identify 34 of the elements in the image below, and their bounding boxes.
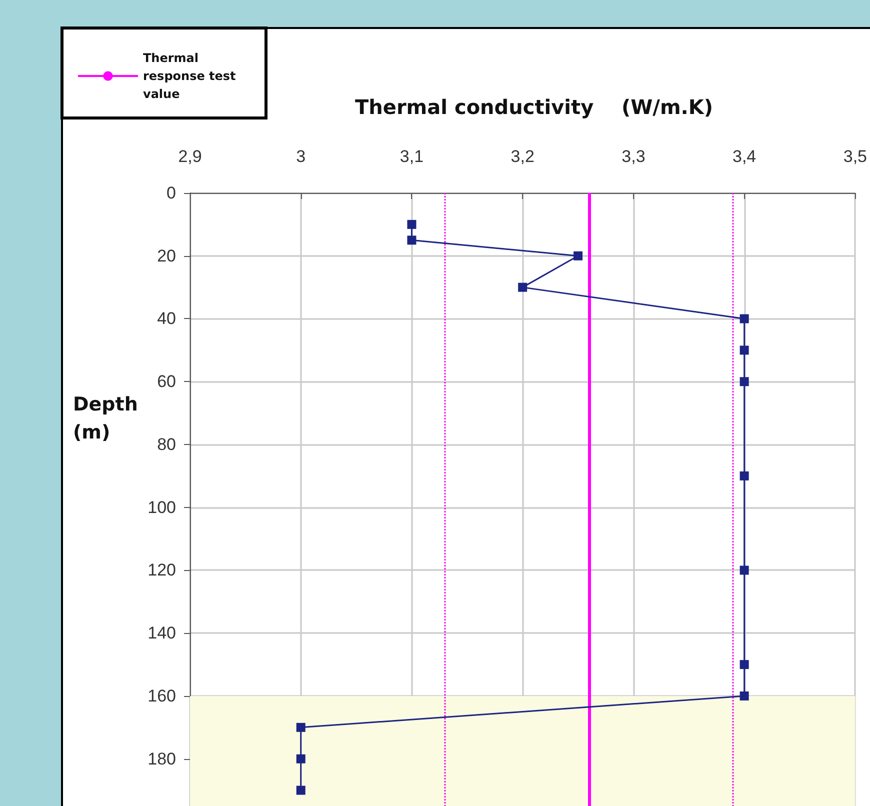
- y-tick-label: 160: [148, 686, 176, 706]
- y-tick-label: 60: [157, 372, 176, 392]
- point: [296, 722, 306, 732]
- point: [407, 220, 416, 229]
- y-tick-label: 180: [148, 749, 176, 768]
- point: [740, 660, 749, 670]
- point: [740, 471, 749, 480]
- y-tick-label: 20: [157, 246, 176, 266]
- x-axis-title: Thermal conductivity (W/m.K): [355, 95, 714, 119]
- point: [518, 282, 528, 292]
- y-tick-label: 80: [157, 434, 176, 454]
- y-tick-label: 40: [157, 309, 176, 328]
- x-tick-label: 2,9: [178, 147, 202, 166]
- y-axis-title: Depth (m): [73, 394, 138, 444]
- point: [296, 786, 306, 795]
- point: [296, 754, 306, 764]
- point: [740, 691, 749, 700]
- x-tick-label: 3,5: [843, 147, 868, 166]
- point: [740, 566, 749, 575]
- point: [740, 314, 749, 324]
- point: [740, 346, 749, 355]
- legend-label: Thermal response test value: [143, 51, 240, 101]
- y-tick-label: 0: [166, 184, 176, 202]
- x-tick-label: 3,1: [400, 147, 424, 166]
- y-tick-label: 140: [148, 624, 176, 643]
- x-tick-label: 3,3: [622, 147, 646, 166]
- x-tick-label: 3,4: [732, 147, 756, 166]
- point: [407, 236, 416, 245]
- y-tick-label: 120: [148, 560, 176, 580]
- y-tick-label: 100: [148, 498, 176, 517]
- x-tick-label: 3: [296, 147, 306, 166]
- x-tick-label: 3,2: [510, 147, 534, 166]
- point: [574, 251, 583, 260]
- point: [740, 377, 749, 386]
